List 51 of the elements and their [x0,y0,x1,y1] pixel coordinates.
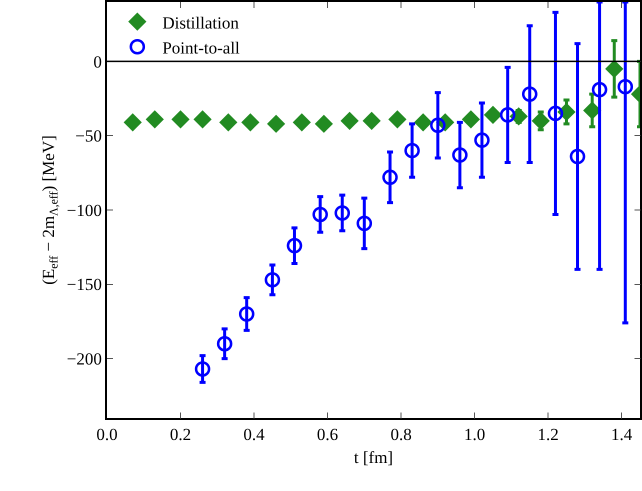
x-tick-label: 1.2 [537,425,559,444]
point [292,113,311,132]
x-tick-label: 1.4 [610,425,633,444]
x-tick-label: 0.8 [390,425,412,444]
point [124,113,142,132]
point [414,113,432,132]
point [570,148,586,164]
y-tick-label: −50 [75,126,102,146]
point [340,112,359,130]
point [474,132,490,148]
point [404,142,420,158]
y-tick-label: −200 [66,350,102,369]
point [452,147,468,163]
point [312,206,328,222]
point [500,107,516,123]
point [193,110,212,128]
y-tick-label: −150 [66,275,102,294]
point [146,110,164,128]
y-tick-label: −100 [66,200,102,220]
point [592,82,608,98]
legend-label: Distillation [162,13,240,32]
point [522,86,538,102]
point [264,272,280,288]
point [484,106,502,124]
point [382,170,398,186]
point [238,306,254,322]
point [216,336,232,352]
point [266,114,286,133]
legend-label: Point-to-all [162,38,240,58]
point [241,113,260,132]
point [286,238,302,254]
x-tick-label: 0.6 [316,425,338,444]
x-tick-label: 1.0 [464,425,486,444]
x-tick-label: 0.0 [96,425,118,444]
point [618,78,634,94]
point [171,110,190,128]
point [194,361,210,377]
point [356,216,372,232]
x-axis-title: t [fm] [354,448,394,468]
point [388,110,406,128]
y-tick-label: 0 [93,52,102,72]
point [430,118,446,134]
point [462,110,480,128]
point [219,113,238,132]
x-tick-label: 0.2 [170,425,192,444]
point [532,112,550,130]
point [548,106,564,122]
point [314,114,333,133]
point [334,205,350,221]
point [362,112,381,130]
x-tick-label: 0.4 [243,425,266,444]
